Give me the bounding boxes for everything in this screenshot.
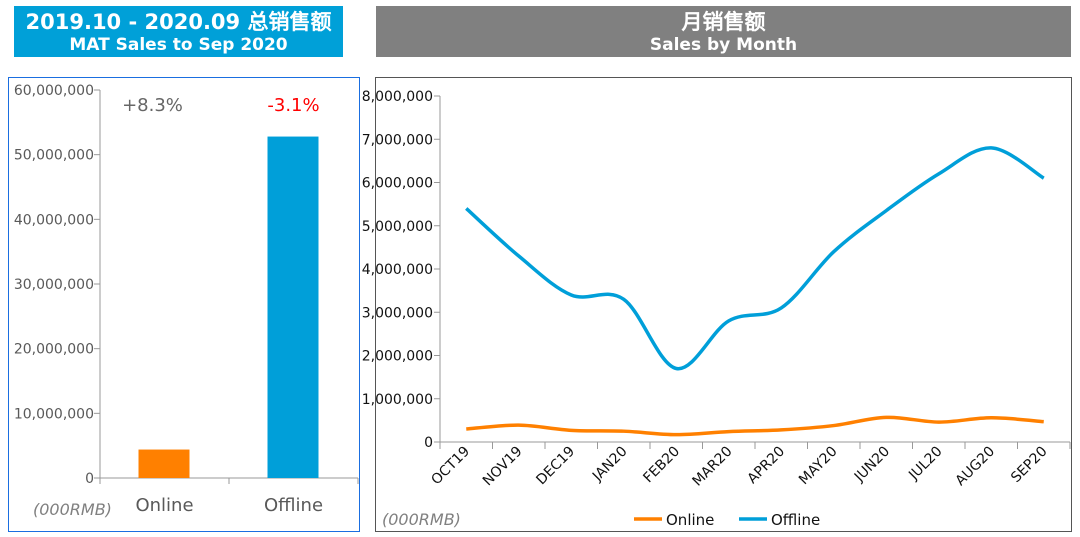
- x-category-label: Online: [135, 495, 193, 516]
- series-line-offline: [465, 146, 1045, 371]
- y-tick-label: 30,000,000: [14, 277, 94, 293]
- x-category-label: MAR20: [689, 444, 735, 490]
- y-tick-label: 8,000,000: [362, 89, 433, 105]
- y-tick-label: 0: [85, 471, 94, 487]
- y-tick-label: 7,000,000: [362, 132, 433, 148]
- x-category-label: APR20: [745, 444, 789, 488]
- legend-label: Online: [666, 511, 714, 529]
- mat-title-cn: 2019.10 - 2020.09 总销售额: [25, 10, 332, 34]
- monthly-title-cn: 月销售额: [681, 10, 766, 34]
- x-category-label: MAY20: [796, 444, 841, 489]
- legend-label: Offline: [771, 511, 820, 529]
- x-category-label: Offline: [264, 495, 323, 516]
- x-category-label: JUN20: [851, 444, 893, 486]
- bar-online: [138, 449, 190, 478]
- monthly-line-chart-panel: [375, 77, 1072, 532]
- unit-label: (000RMB): [33, 500, 112, 519]
- y-tick-label: 6,000,000: [362, 176, 433, 192]
- y-tick-label: 5,000,000: [362, 219, 433, 235]
- growth-annotation: -3.1%: [267, 95, 319, 116]
- mat-bar-chart-panel: [8, 77, 360, 532]
- y-tick-label: 20,000,000: [14, 342, 94, 358]
- series-line-online: [466, 415, 1044, 437]
- monthly-sales-title: 月销售额 Sales by Month: [376, 6, 1071, 57]
- y-tick-label: 1,000,000: [362, 392, 433, 408]
- x-category-label: SEP20: [1008, 444, 1050, 486]
- mat-sales-title: 2019.10 - 2020.09 总销售额 MAT Sales to Sep …: [14, 6, 343, 57]
- y-tick-label: 2,000,000: [362, 349, 433, 365]
- y-tick-label: 3,000,000: [362, 305, 433, 321]
- x-category-label: FEB20: [640, 444, 683, 487]
- unit-label: (000RMB): [382, 510, 461, 529]
- bar-offline: [267, 136, 319, 478]
- growth-annotation: +8.3%: [122, 95, 183, 116]
- x-category-label: DEC19: [533, 444, 578, 489]
- y-tick-label: 4,000,000: [362, 262, 433, 278]
- x-category-label: JAN20: [589, 444, 631, 486]
- mat-title-en: MAT Sales to Sep 2020: [69, 35, 288, 55]
- y-tick-label: 60,000,000: [14, 83, 94, 99]
- y-tick-label: 40,000,000: [14, 212, 94, 228]
- x-category-label: JUL20: [905, 444, 945, 484]
- y-tick-label: 0: [424, 435, 433, 451]
- x-category-label: AUG20: [952, 444, 998, 490]
- x-category-label: NOV19: [480, 444, 526, 490]
- monthly-title-en: Sales by Month: [649, 35, 798, 55]
- x-category-label: OCT19: [428, 444, 473, 489]
- y-tick-label: 50,000,000: [14, 148, 94, 164]
- y-tick-label: 10,000,000: [14, 406, 94, 422]
